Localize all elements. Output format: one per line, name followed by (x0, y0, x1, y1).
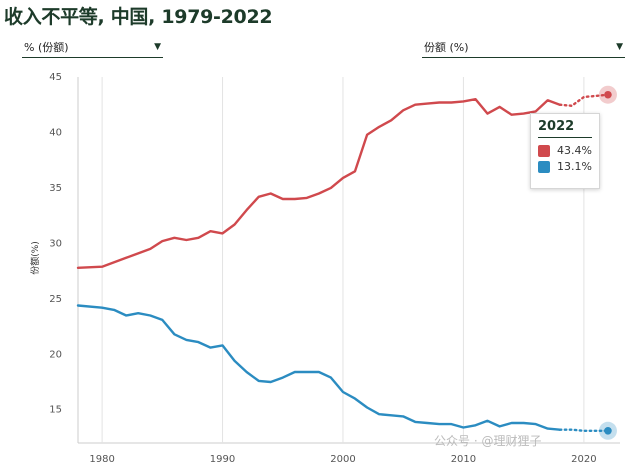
chevron-down-icon: ▼ (154, 42, 161, 52)
y-tick-label-30: 30 (49, 238, 62, 249)
x-tick-label-1980: 1980 (89, 454, 114, 465)
tooltip-row-bottom: 13.1% (538, 160, 592, 173)
y-axis-ticks: 15 20 25 30 35 40 45 (49, 72, 62, 416)
series-endpoint-top[interactable] (604, 90, 612, 99)
x-tick-label-2010: 2010 (451, 454, 476, 465)
series-line-bottom (76, 304, 561, 431)
series-projection-top (558, 93, 610, 108)
legend-swatch-top (538, 144, 550, 157)
unit-select-right-label: 份额 (%) (424, 41, 469, 54)
x-tick-label-2020: 2020 (571, 454, 596, 465)
tooltip-year: 2022 (538, 119, 592, 138)
watermark-text: 公众号 · @理财狸子 (434, 434, 541, 448)
tooltip-value-bottom: 13.1% (557, 160, 592, 173)
tooltip-row-top: 43.4% (538, 144, 592, 157)
x-tick-label-2000: 2000 (330, 454, 355, 465)
legend-swatch-bottom (538, 160, 550, 173)
x-axis-ticks: 1980 1990 2000 2010 2020 (89, 454, 596, 465)
y-tick-label-25: 25 (49, 294, 62, 305)
x-tick-label-1990: 1990 (210, 454, 235, 465)
series-endpoint-bottom[interactable] (604, 427, 612, 435)
unit-select-left[interactable]: % (份额) ▼ (22, 37, 163, 58)
y-axis-label: 份额(%) (29, 241, 41, 275)
unit-select-right[interactable]: 份额 (%) ▼ (422, 37, 625, 58)
tooltip-value-top: 43.4% (557, 144, 592, 157)
page-title: 收入不平等, 中国, 1979-2022 (4, 6, 273, 28)
y-tick-label-45: 45 (49, 72, 62, 83)
y-tick-label-15: 15 (49, 405, 62, 416)
tooltip: 2022 43.4% 13.1% (530, 113, 600, 189)
unit-select-left-label: % (份额) (24, 41, 69, 54)
series-projection-bottom (558, 428, 610, 432)
y-tick-label-35: 35 (49, 183, 62, 194)
y-tick-label-40: 40 (49, 127, 62, 138)
y-tick-label-20: 20 (49, 349, 62, 360)
chevron-down-icon: ▼ (616, 42, 623, 52)
chart-series (76, 85, 617, 440)
series-line-top (76, 97, 561, 269)
